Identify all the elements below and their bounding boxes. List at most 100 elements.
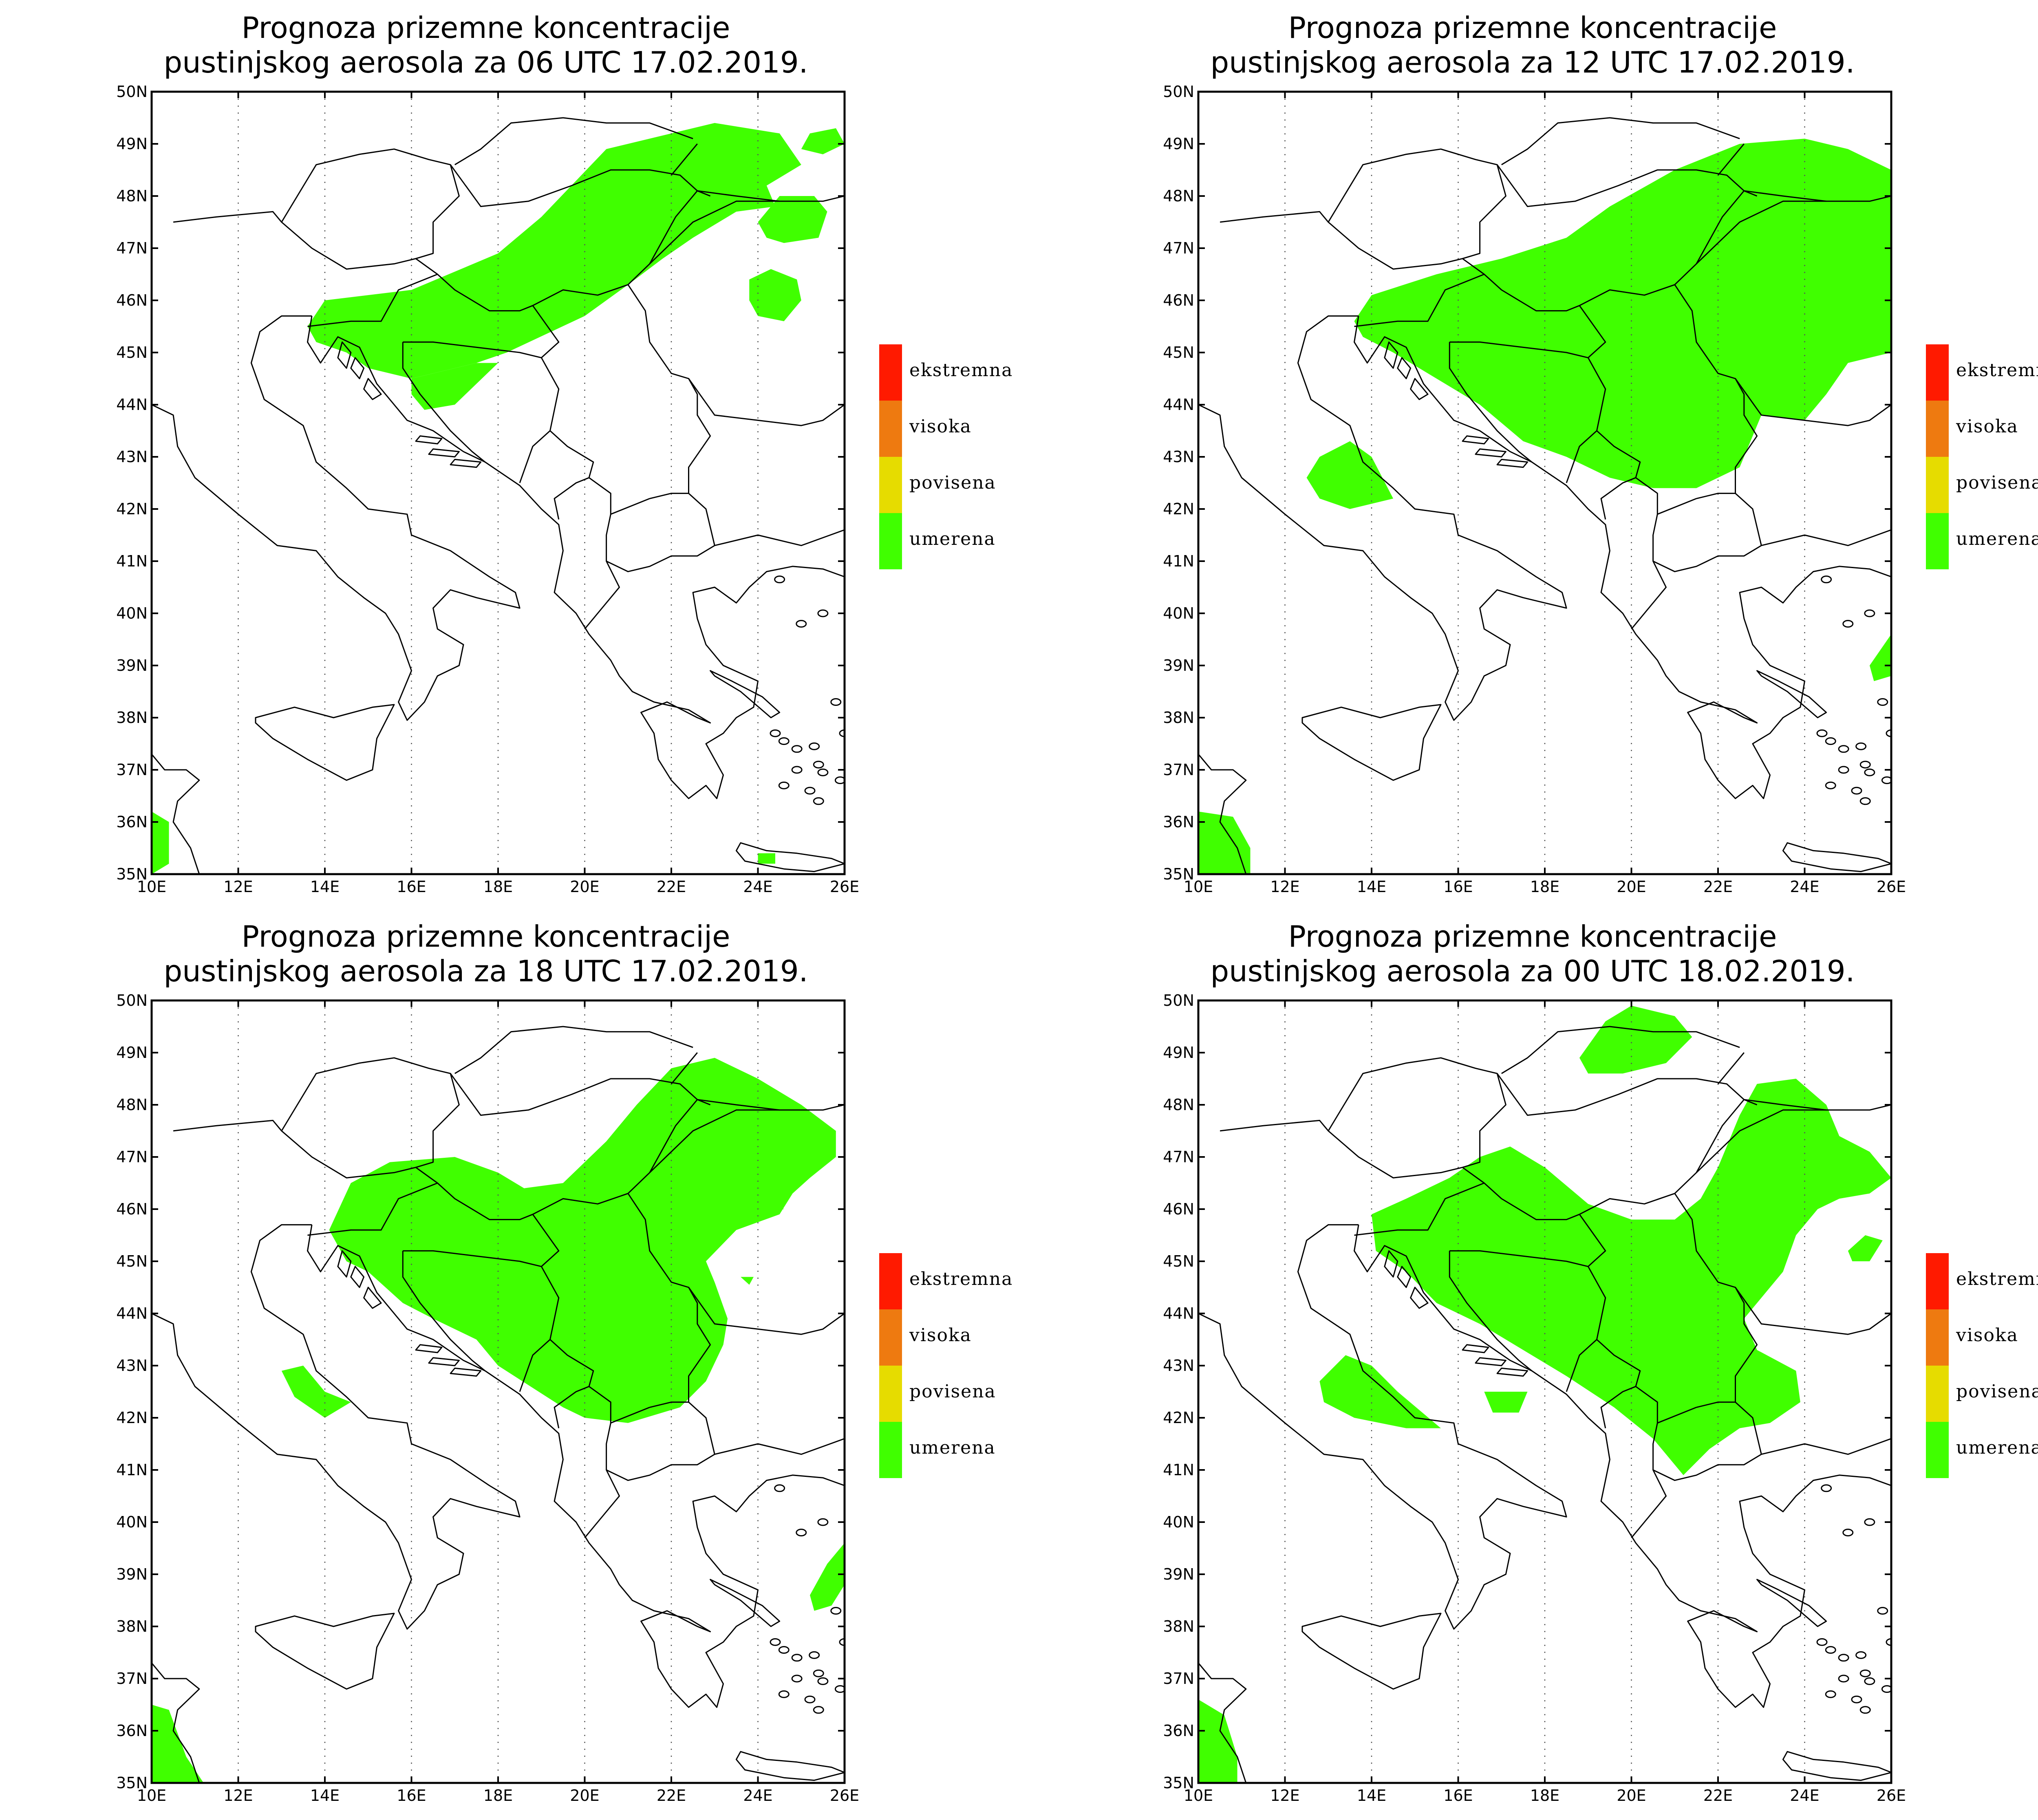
coastline-island — [1877, 1607, 1888, 1615]
coastline-island — [415, 435, 443, 445]
coastline-island — [1825, 737, 1836, 745]
panel-title-line2: pustinjskog aerosola za 18 UTC 17.02.201… — [163, 954, 808, 988]
coastline-island — [1816, 1638, 1828, 1646]
country-border — [610, 498, 650, 515]
coastline-sicily — [255, 1613, 395, 1690]
aerosol-area-umerena — [1848, 1235, 1883, 1261]
coastline-island — [796, 620, 807, 628]
country-border — [1674, 284, 1762, 546]
lat-tick-label: 46N — [1163, 1200, 1194, 1218]
lat-tick-label: 41N — [116, 1461, 148, 1479]
legend-swatch-umerena — [879, 513, 902, 569]
aerosol-area-umerena — [801, 128, 845, 154]
legend-label-povisena: povisena — [1956, 1381, 2038, 1402]
lon-tick-label: 20E — [1617, 878, 1646, 896]
lat-tick-label: 35N — [1163, 865, 1194, 883]
coastline-island — [817, 609, 829, 617]
lat-tick-label: 40N — [1163, 1513, 1194, 1531]
lon-tick-label: 14E — [310, 1787, 340, 1805]
lon-tick-label: 22E — [657, 878, 686, 896]
coastline-island — [809, 742, 820, 750]
coastline-island — [1475, 1357, 1506, 1366]
coastline-island — [337, 341, 352, 369]
coastline-italy — [1198, 1224, 1567, 1630]
coastline-island — [1825, 1690, 1836, 1698]
legend-swatch-ekstremna — [879, 1253, 902, 1309]
lon-tick-label: 10E — [1184, 878, 1213, 896]
coastline-island — [1859, 797, 1871, 805]
coastline-island — [774, 575, 785, 584]
coastline-island — [778, 781, 790, 789]
lat-tick-label: 35N — [116, 865, 148, 883]
lon-tick-label: 12E — [1270, 1787, 1299, 1805]
country-border — [1220, 190, 1758, 312]
map-content — [1198, 1000, 1891, 1783]
axis-ticks: 10E 12E 14E 16E 18E 20E 22E 24E 26E 35N 36N 37N 38N 3… — [116, 83, 859, 896]
lon-tick-label: 24E — [743, 878, 772, 896]
lat-tick-label: 37N — [1163, 1670, 1194, 1688]
country-border — [627, 284, 715, 546]
lon-tick-label: 16E — [1443, 1787, 1473, 1805]
coastline-island — [1842, 1529, 1854, 1537]
lat-tick-label: 49N — [116, 135, 148, 153]
coastline-island — [1859, 1706, 1871, 1714]
coastline-island — [839, 729, 845, 737]
coastline-balkan — [1354, 1225, 1891, 1708]
concentration-legend: ekstremna visoka povisena umerena — [1926, 344, 2038, 569]
country-border — [1354, 273, 1484, 327]
country-border — [281, 148, 460, 260]
concentration-legend: ekstremna visoka povisena umerena — [1926, 1253, 2038, 1478]
aerosol-area-umerena — [758, 196, 827, 243]
country-border — [1501, 117, 1740, 165]
country-border — [649, 201, 780, 264]
panel-title-line1: Prognoza prizemne koncentracije — [1288, 11, 1777, 45]
coastline-italy — [1198, 315, 1567, 721]
lat-tick-label: 50N — [1163, 83, 1194, 101]
coastline-africa — [1198, 754, 1247, 874]
lat-tick-label: 44N — [1163, 1304, 1194, 1322]
country-border — [1328, 1057, 1506, 1168]
aerosol-area-umerena — [1319, 1355, 1441, 1428]
coastlines-and-borders — [1198, 1026, 1891, 1783]
coastline-island — [1851, 787, 1862, 795]
coastline-island — [1410, 378, 1429, 400]
legend-label-umerena: umerena — [909, 1437, 996, 1458]
coastline-island — [337, 1250, 352, 1278]
country-border — [1496, 1073, 1745, 1116]
map-area: 10E 12E 14E 16E 18E 20E 22E 24E 26E 35N 36N 37N 38N 3… — [1163, 83, 1906, 896]
coastline-island — [834, 1685, 845, 1693]
lat-tick-label: 41N — [1163, 552, 1194, 570]
country-border — [1631, 561, 1667, 630]
country-border — [402, 1251, 486, 1371]
coastline-island — [1859, 1669, 1871, 1677]
coastline-island — [817, 1677, 829, 1685]
lat-tick-label: 38N — [1163, 709, 1194, 727]
lon-tick-label: 24E — [1790, 878, 1819, 896]
legend-label-visoka: visoka — [1956, 416, 2018, 437]
legend-swatch-visoka — [1926, 1309, 1949, 1366]
lat-tick-label: 40N — [1163, 604, 1194, 622]
lon-tick-label: 18E — [1530, 878, 1559, 896]
coastline-island — [1462, 435, 1489, 445]
axis-ticks: 10E 12E 14E 16E 18E 20E 22E 24E 26E 35N 36N 37N 38N 3… — [1163, 83, 1906, 896]
coastline-island — [809, 1651, 820, 1659]
coastline-island — [1821, 575, 1832, 584]
lat-tick-label: 38N — [116, 1617, 148, 1635]
aerosol-area-umerena — [741, 1277, 754, 1285]
country-border — [1696, 1401, 1736, 1408]
graticule — [238, 92, 759, 874]
legend-swatch-ekstremna — [1926, 1253, 1949, 1309]
country-border — [1449, 342, 1533, 463]
axis-ticks: 10E 12E 14E 16E 18E 20E 22E 24E 26E 35N 36N 37N 38N 3… — [116, 992, 859, 1805]
country-border — [281, 1057, 460, 1168]
country-border — [671, 1052, 698, 1084]
lat-tick-label: 45N — [116, 344, 148, 361]
lat-tick-label: 44N — [1163, 396, 1194, 414]
coastlines-and-borders — [152, 117, 845, 874]
coastline-euboea — [1756, 670, 1827, 718]
aerosol-area-umerena — [1198, 1699, 1237, 1783]
legend-label-ekstremna: ekstremna — [909, 360, 1013, 381]
coastline-balkan — [1354, 316, 1891, 799]
legend-swatch-povisena — [1926, 1366, 1949, 1422]
